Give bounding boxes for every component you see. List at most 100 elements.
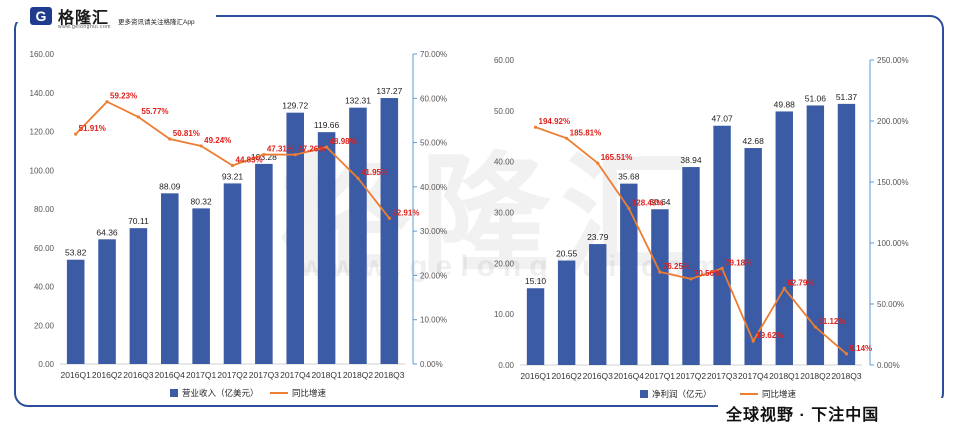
growth-value-label: 48.98%	[330, 137, 357, 146]
y-tick-label: 140.00	[30, 89, 55, 98]
x-tick-label: 2017Q2	[676, 371, 707, 381]
bar-value-label: 42.68	[743, 136, 765, 146]
bar	[192, 208, 210, 364]
bar-value-label: 53.82	[65, 248, 87, 258]
bar	[317, 132, 336, 364]
bar-value-label: 23.79	[587, 232, 609, 242]
bar-value-label: 47.07	[711, 114, 733, 124]
growth-value-label: 70.56%	[694, 269, 721, 278]
bar	[98, 239, 116, 364]
growth-value-label: 194.92%	[539, 117, 571, 126]
growth-value-label: 47.31%	[267, 144, 294, 153]
bar-value-label: 15.10	[525, 276, 547, 286]
bar-value-label: 38.94	[680, 155, 702, 165]
y-tick-label: 40.00	[34, 283, 55, 292]
y-tick-label: 160.00	[30, 50, 55, 59]
growth-point	[813, 325, 817, 329]
y2-tick-label: 200.00%	[877, 117, 909, 126]
growth-point	[199, 144, 203, 148]
bar-value-label: 129.72	[282, 101, 308, 111]
x-tick-label: 2018Q2	[800, 371, 831, 381]
growth-point	[751, 339, 755, 343]
legend-label-bar: 净利润（亿元）	[652, 389, 712, 399]
growth-point	[596, 161, 600, 165]
y-tick-label: 40.00	[494, 158, 515, 167]
y-tick-label: 10.00	[494, 310, 515, 319]
growth-value-label: 44.83%	[236, 155, 263, 164]
bar-value-label: 119.66	[314, 120, 340, 130]
y2-tick-label: 30.00%	[420, 227, 447, 236]
growth-value-label: 49.24%	[204, 136, 231, 145]
growth-point	[356, 176, 360, 180]
y2-tick-label: 50.00%	[420, 139, 447, 148]
growth-point	[387, 216, 391, 220]
bar	[380, 98, 399, 365]
y2-tick-label: 10.00%	[420, 316, 447, 325]
growth-value-label: 41.95%	[361, 168, 388, 177]
growth-point	[782, 286, 786, 290]
bar	[651, 209, 669, 365]
bar-value-label: 103.28	[251, 152, 277, 162]
footer-mask	[718, 398, 958, 427]
growth-point	[262, 152, 266, 157]
bar	[66, 259, 85, 364]
growth-point	[720, 266, 724, 271]
logo-letter: G	[35, 8, 47, 24]
bar-value-label: 30.64	[649, 197, 671, 207]
brand-url: www.gelonghui.com	[58, 24, 111, 30]
x-tick-label: 2017Q2	[217, 370, 248, 380]
y2-tick-label: 50.00%	[877, 300, 904, 309]
growth-point	[627, 206, 631, 210]
y2-tick-label: 70.00%	[420, 50, 447, 59]
x-tick-label: 2016Q3	[583, 371, 614, 381]
x-tick-label: 2016Q2	[92, 370, 123, 380]
y2-tick-label: 0.00%	[420, 360, 443, 369]
growth-point	[324, 145, 329, 149]
y-tick-label: 30.00	[494, 209, 515, 218]
legend-label-bar: 营业收入（亿美元）	[182, 388, 259, 398]
y2-tick-label: 150.00%	[877, 178, 909, 187]
bar	[589, 244, 607, 365]
y-tick-label: 120.00	[30, 128, 55, 137]
slogan: 更多资讯请关注格隆汇App	[118, 19, 195, 26]
growth-point	[105, 100, 109, 104]
growth-value-label: 59.23%	[110, 92, 137, 101]
growth-point	[74, 132, 78, 136]
x-tick-label: 2017Q4	[280, 370, 311, 380]
x-tick-label: 2016Q3	[123, 370, 154, 380]
x-tick-label: 2016Q4	[155, 370, 186, 380]
y2-tick-label: 250.00%	[877, 56, 909, 65]
y2-tick-label: 40.00%	[420, 183, 447, 192]
x-tick-label: 2016Q1	[520, 371, 551, 381]
growth-point	[293, 153, 297, 157]
growth-value-label: 32.91%	[392, 208, 419, 217]
y-tick-label: 60.00	[494, 56, 515, 65]
x-tick-label: 2018Q3	[831, 371, 862, 381]
growth-value-label: 31.12%	[818, 317, 845, 326]
x-tick-label: 2018Q3	[374, 370, 405, 380]
bar	[160, 193, 179, 364]
growth-value-label: 185.81%	[570, 128, 602, 137]
bar-value-label: 88.09	[159, 181, 181, 191]
growth-value-label: 50.81%	[173, 129, 200, 138]
growth-value-label: 128.43%	[632, 198, 664, 207]
x-tick-label: 2017Q4	[738, 371, 769, 381]
bar-value-label: 93.21	[222, 171, 244, 181]
growth-point	[533, 125, 538, 129]
growth-point	[230, 163, 235, 168]
x-tick-label: 2018Q1	[769, 371, 800, 381]
growth-value-label: 55.77%	[141, 107, 168, 116]
y2-tick-label: 0.00%	[877, 361, 900, 370]
bar	[255, 163, 273, 364]
bar	[744, 148, 762, 365]
y-tick-label: 60.00	[34, 244, 55, 253]
net-profit-chart: 0.00 10.00 20.00 30.00 40.00 50.00 60.00 0.00% 5…	[494, 56, 909, 399]
growth-value-label: 19.62%	[756, 331, 783, 340]
legend-label-line: 同比增速	[292, 388, 327, 398]
growth-point	[658, 270, 662, 274]
y-tick-label: 20.00	[494, 259, 515, 268]
y-tick-label: 80.00	[34, 205, 55, 214]
watermark-url: www.gelonghui.com	[300, 250, 727, 283]
bar	[223, 183, 242, 364]
